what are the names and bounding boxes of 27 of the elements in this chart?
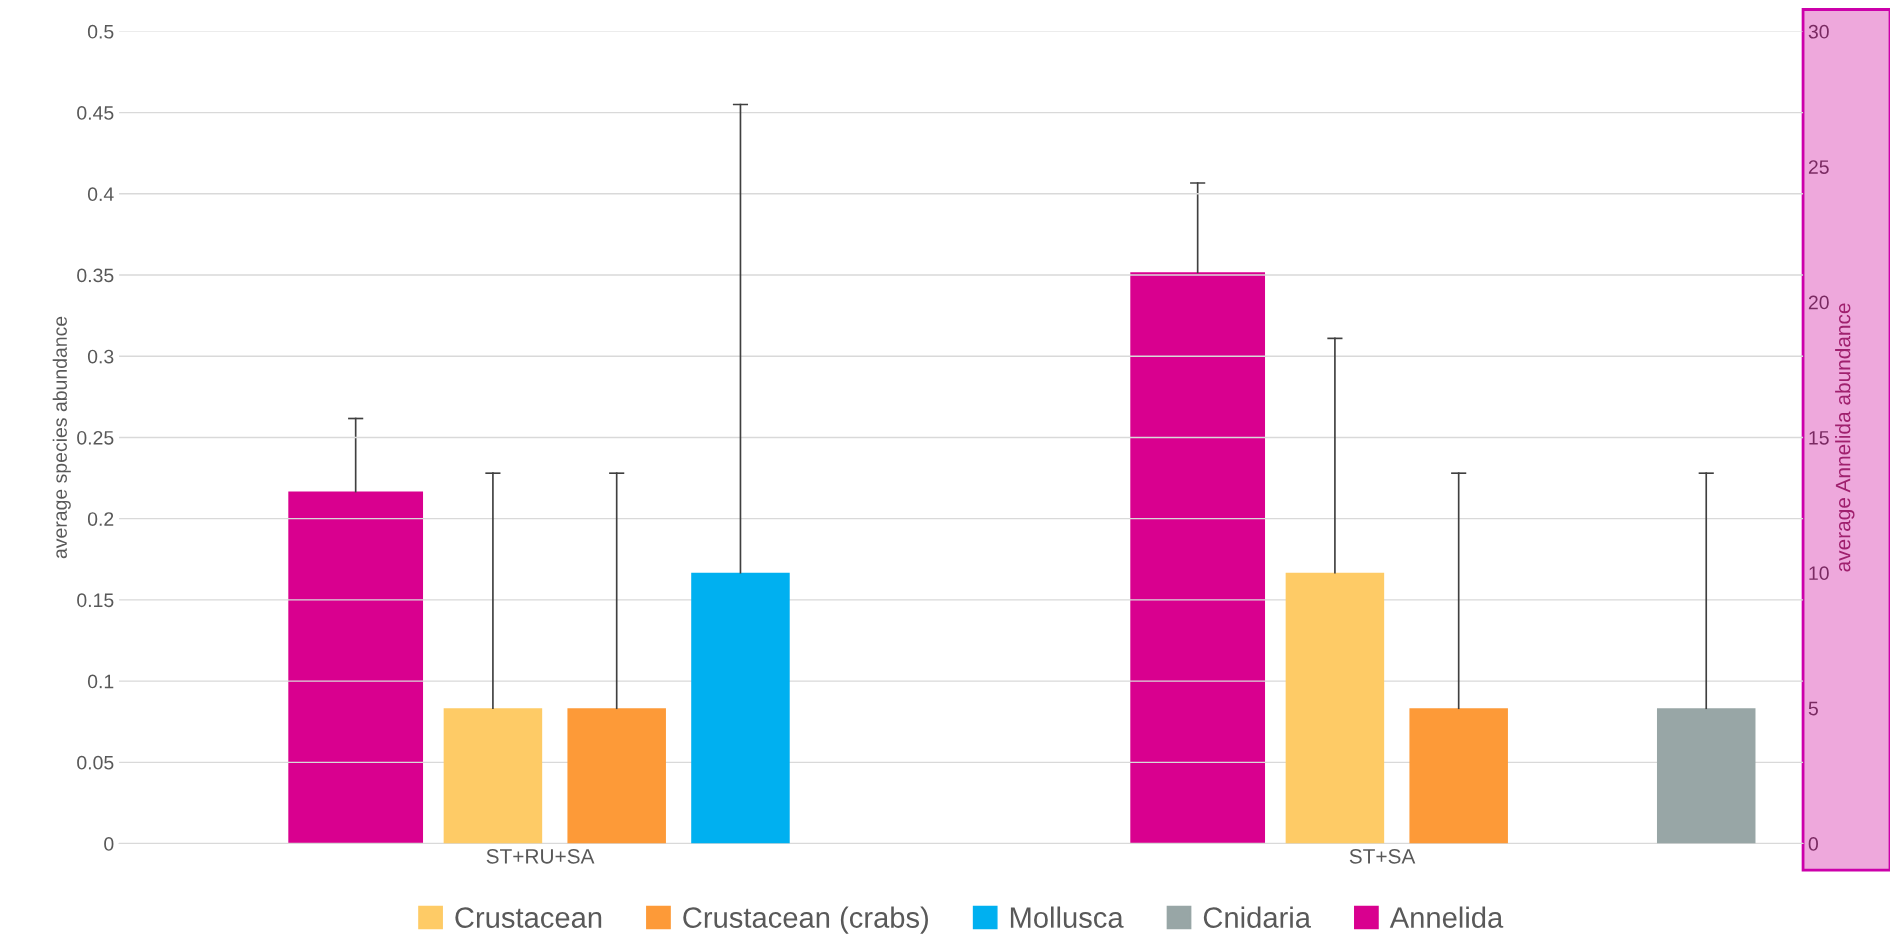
y-tick-label: 0 bbox=[104, 837, 114, 851]
y-axis-title: average species abundance bbox=[52, 316, 71, 559]
y2-tick-label: 20 bbox=[1808, 295, 1829, 310]
x-tick-label: ST+SA bbox=[1349, 848, 1416, 864]
y-tick-label: 0.45 bbox=[77, 106, 114, 120]
y-tick-label: 0.4 bbox=[87, 187, 114, 202]
y2-axis-title: average Annelida abundance bbox=[1835, 303, 1855, 572]
y-tick-label: 0.5 bbox=[87, 24, 114, 39]
legend-label: Crustacean bbox=[455, 907, 602, 928]
y2-tick-label: 15 bbox=[1809, 431, 1829, 445]
y2-tick-label: 5 bbox=[1808, 701, 1818, 716]
y-tick-label: 0.05 bbox=[77, 755, 114, 770]
y-tick-label: 0.2 bbox=[87, 512, 114, 526]
x-tick-label: ST+RU+SA bbox=[486, 848, 595, 864]
y2-tick-label: 25 bbox=[1808, 160, 1829, 174]
legend-label: Crustacean (crabs) bbox=[683, 906, 928, 934]
legend-label: Annelida bbox=[1389, 906, 1504, 928]
y-tick-label: 0.1 bbox=[87, 674, 114, 689]
y-tick-label: 0.15 bbox=[77, 593, 114, 608]
legend-label: Mollusca bbox=[1010, 906, 1124, 928]
y-tick-label: 0.25 bbox=[77, 430, 114, 445]
y-tick-label: 0.35 bbox=[77, 268, 114, 283]
legend-label: Cnidaria bbox=[1203, 906, 1311, 928]
y2-tick-label: 30 bbox=[1808, 24, 1829, 39]
y2-tick-label: 10 bbox=[1809, 566, 1829, 581]
y-tick-label: 0.3 bbox=[87, 349, 114, 364]
y2-tick-label: 0 bbox=[1808, 837, 1818, 851]
